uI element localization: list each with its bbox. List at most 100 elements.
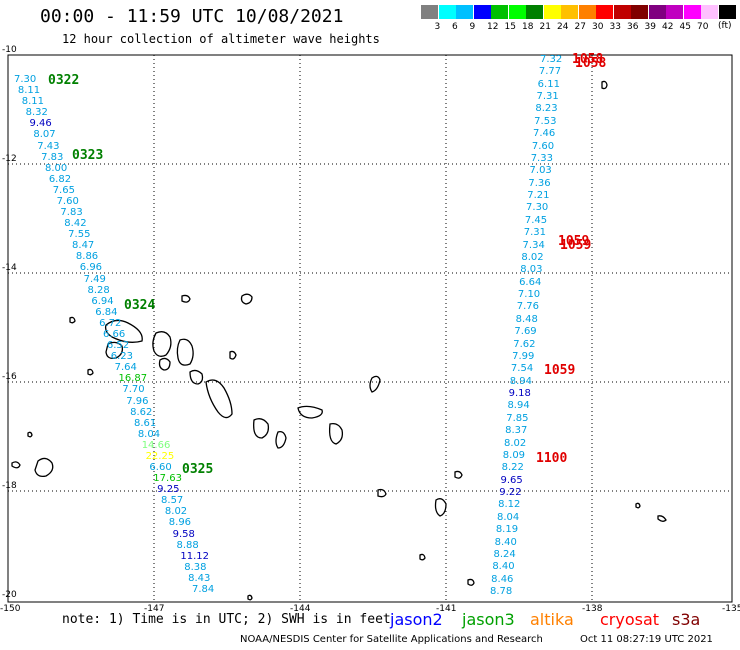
- island: [369, 375, 381, 393]
- map-title: 00:00 - 11:59 UTC 10/08/2021: [40, 6, 344, 27]
- legend-swatch: [491, 5, 508, 19]
- legend-label: 70: [697, 22, 709, 32]
- wave-height-value: 17.63: [153, 473, 182, 485]
- legend-label: 30: [592, 22, 604, 32]
- pass-time-label: 1059: [558, 234, 590, 249]
- legend-swatch: [578, 5, 596, 19]
- latitude-label: -18: [2, 481, 17, 491]
- satellite-jason3: jason3: [462, 610, 515, 629]
- wave-height-value: 8.78: [490, 586, 513, 597]
- wave-height-value: 6.82: [48, 173, 72, 185]
- pass-time-label: 1058: [572, 52, 604, 67]
- generated-timestamp: Oct 11 08:27:19 UTC 2021: [580, 634, 713, 645]
- pass-time-label: 1100: [536, 451, 568, 466]
- island: [87, 368, 94, 376]
- legend-label: 39: [644, 22, 656, 32]
- wave-height-value: 8.40: [492, 561, 515, 573]
- wave-height-value: 6.52: [106, 340, 130, 352]
- island: [158, 357, 171, 371]
- wave-height-value: 8.11: [21, 96, 44, 108]
- island: [181, 294, 191, 303]
- wave-height-value: 7.83: [60, 207, 83, 219]
- legend-swatch: [456, 5, 473, 19]
- wave-height-value: 8.09: [502, 449, 526, 461]
- island: [176, 338, 194, 366]
- island: [247, 594, 253, 601]
- wave-height-value: 8.02: [164, 506, 188, 518]
- wave-height-value: 8.47: [72, 240, 95, 252]
- island: [454, 470, 463, 479]
- island: [275, 430, 287, 449]
- wave-height-value: 8.40: [494, 536, 517, 548]
- island: [104, 319, 143, 343]
- wave-height-value: 7.85: [506, 412, 529, 424]
- wave-height-value: 22.25: [145, 450, 175, 462]
- legend-label: 27: [574, 22, 586, 32]
- wave-height-value: 6.11: [537, 78, 560, 90]
- wave-height-value: 7.32: [540, 54, 563, 65]
- wave-height-value: 8.22: [501, 462, 524, 474]
- legend-label: 33: [609, 22, 621, 32]
- wave-height-value: 9.58: [172, 528, 195, 540]
- longitude-label: -144: [290, 604, 311, 614]
- wave-height-value: 7.62: [513, 338, 536, 350]
- wave-height-value: 8.02: [503, 437, 527, 449]
- legend-label: 9: [469, 22, 476, 32]
- wave-height-value: 9.46: [29, 118, 52, 130]
- wave-height-value: 16.87: [118, 373, 148, 385]
- legend-swatch: [543, 5, 561, 19]
- wave-height-value: 7.60: [531, 140, 555, 152]
- pass-time-label: 0324: [124, 298, 156, 313]
- wave-height-value: 8.28: [87, 284, 110, 296]
- wave-height-value: 8.94: [509, 375, 533, 387]
- wave-height-value: 7.55: [68, 229, 91, 241]
- wave-height-value: 7.64: [114, 362, 137, 374]
- island: [377, 488, 387, 498]
- wave-height-value: 7.53: [534, 115, 557, 127]
- wave-height-value: 7.30: [526, 202, 549, 214]
- wave-height-value: 7.03: [529, 165, 552, 177]
- wave-height-value: 8.03: [520, 264, 543, 276]
- legend-swatch: [561, 5, 578, 19]
- island: [657, 515, 667, 522]
- wave-height-value: 7.84: [192, 584, 215, 595]
- legend-label: 45: [679, 22, 691, 32]
- legend-label: 36: [627, 22, 639, 32]
- legend-swatch: [596, 5, 613, 19]
- wave-height-value: 7.31: [523, 227, 546, 239]
- pass-time-label: 0322: [48, 73, 80, 88]
- wave-height-value: 8.04: [137, 428, 161, 440]
- wave-height-value: 8.07: [33, 129, 56, 141]
- wave-height-value: 7.70: [122, 384, 145, 396]
- wave-height-value: 7.49: [83, 273, 106, 285]
- wave-height-value: 7.54: [510, 363, 534, 375]
- wave-height-value: 7.77: [538, 66, 562, 78]
- wave-height-value: 8.23: [535, 103, 558, 115]
- island: [635, 502, 641, 509]
- graticule: [8, 55, 732, 602]
- legend-swatch: [701, 5, 718, 19]
- island: [467, 578, 475, 586]
- wave-height-value: 7.31: [536, 91, 559, 103]
- wave-height-value: 8.62: [130, 406, 153, 418]
- legend-label: 24: [557, 22, 569, 32]
- wave-height-value: 8.88: [176, 539, 199, 551]
- wave-height-value: 6.96: [79, 262, 103, 274]
- legend-swatch: [683, 5, 701, 19]
- island: [434, 498, 447, 517]
- legend-label: 15: [504, 22, 516, 32]
- wave-height-value: 8.94: [507, 400, 530, 412]
- wave-height-value: 7.36: [528, 177, 551, 189]
- legend-swatch: [508, 5, 526, 19]
- island: [69, 316, 76, 324]
- legend-swatch: [421, 5, 438, 19]
- island: [205, 379, 233, 419]
- wave-height-value: 8.19: [495, 524, 519, 536]
- latitude-label: -20: [2, 590, 17, 600]
- legend-swatch: [631, 5, 648, 19]
- wave-height-value: 7.60: [56, 195, 79, 207]
- map-subtitle: 12 hour collection of altimeter wave hei…: [62, 32, 380, 46]
- wave-height-value: 6.66: [103, 329, 126, 340]
- wave-height-value: 8.61: [133, 417, 157, 429]
